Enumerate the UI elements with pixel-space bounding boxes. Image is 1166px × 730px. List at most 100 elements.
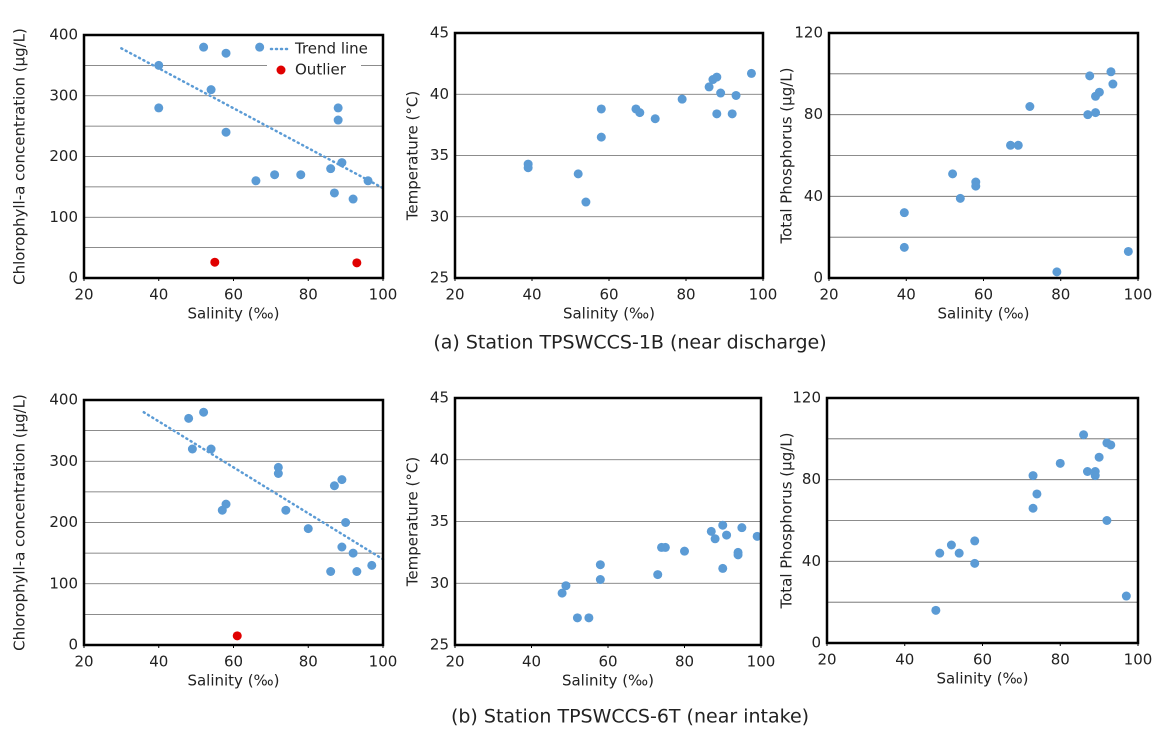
data-point bbox=[337, 475, 347, 485]
y-axis-label: Temperature (°C) bbox=[404, 457, 422, 587]
y-tick-label: 40 bbox=[430, 450, 449, 468]
data-point bbox=[1082, 467, 1092, 476]
data-point bbox=[1006, 140, 1016, 150]
y-axis-label: Chlorophyll-a concentration (µg/L) bbox=[11, 394, 29, 651]
data-point bbox=[731, 90, 741, 100]
data-point bbox=[326, 567, 336, 576]
data-point bbox=[1106, 67, 1116, 77]
data-point bbox=[557, 588, 567, 598]
data-point bbox=[595, 575, 605, 585]
x-tick-label: 80 bbox=[675, 653, 694, 671]
data-point bbox=[281, 505, 291, 515]
data-point bbox=[251, 176, 261, 186]
x-tick-label: 80 bbox=[676, 286, 695, 304]
caption: (a) Station TPSWCCS-1B (near discharge) bbox=[433, 332, 826, 354]
data-point bbox=[348, 194, 358, 204]
trend-line bbox=[142, 411, 385, 561]
plot-frame bbox=[827, 31, 1140, 280]
outlier-point bbox=[232, 631, 242, 641]
y-tick-label: 0 bbox=[68, 636, 78, 654]
data-point bbox=[746, 68, 756, 78]
data-point bbox=[303, 524, 313, 534]
x-axis-label: Salinity (‰) bbox=[187, 305, 279, 323]
caption: (b) Station TPSWCCS-6T (near intake) bbox=[451, 706, 809, 728]
x-axis-label: Salinity (‰) bbox=[187, 672, 279, 690]
legend-label: Trend line bbox=[294, 40, 368, 58]
x-tick-label: 100 bbox=[369, 653, 398, 671]
data-point bbox=[706, 526, 716, 536]
data-point bbox=[154, 103, 164, 113]
data-point bbox=[712, 72, 722, 82]
data-point bbox=[341, 518, 351, 527]
data-point bbox=[650, 114, 660, 124]
y-tick-label: 400 bbox=[49, 26, 78, 44]
data-point bbox=[270, 170, 280, 180]
data-point bbox=[348, 548, 358, 558]
x-tick-label: 60 bbox=[224, 286, 243, 304]
data-point bbox=[187, 444, 197, 454]
x-tick-label: 40 bbox=[522, 286, 541, 304]
y-tick-label: 25 bbox=[430, 636, 449, 654]
data-point bbox=[337, 158, 347, 168]
x-tick-label: 20 bbox=[819, 286, 838, 304]
data-point bbox=[710, 534, 720, 544]
data-point bbox=[337, 542, 347, 552]
data-point bbox=[935, 548, 945, 558]
data-point bbox=[704, 82, 714, 92]
data-point bbox=[581, 197, 591, 207]
plot-frame bbox=[82, 398, 385, 647]
x-tick-label: 100 bbox=[369, 286, 398, 304]
data-point bbox=[955, 193, 965, 203]
y-tick-label: 45 bbox=[430, 24, 449, 42]
y-tick-label: 40 bbox=[802, 552, 821, 570]
data-point bbox=[326, 164, 336, 174]
data-point bbox=[221, 127, 231, 137]
data-point bbox=[1028, 471, 1038, 481]
data-point bbox=[523, 163, 533, 173]
y-tick-label: 0 bbox=[813, 269, 823, 287]
data-point bbox=[1108, 79, 1118, 89]
y-tick-label: 300 bbox=[49, 86, 78, 104]
data-point bbox=[946, 540, 956, 550]
data-point bbox=[899, 208, 909, 218]
data-point bbox=[948, 169, 958, 179]
x-axis-label: Salinity (‰) bbox=[563, 305, 655, 323]
data-point bbox=[206, 85, 216, 95]
y-tick-label: 200 bbox=[49, 147, 78, 165]
x-tick-label: 40 bbox=[149, 286, 168, 304]
x-tick-label: 100 bbox=[749, 286, 778, 304]
y-tick-label: 0 bbox=[811, 634, 821, 652]
data-point bbox=[1025, 102, 1035, 111]
data-point bbox=[572, 613, 582, 623]
y-tick-label: 25 bbox=[430, 269, 449, 287]
data-point bbox=[333, 115, 343, 125]
data-point bbox=[971, 181, 981, 191]
x-tick-label: 20 bbox=[74, 653, 93, 671]
data-point bbox=[752, 531, 762, 541]
y-tick-label: 40 bbox=[804, 187, 823, 205]
x-tick-label: 100 bbox=[1124, 286, 1153, 304]
outlier-point bbox=[210, 257, 220, 267]
outlier-point bbox=[352, 258, 362, 268]
data-point bbox=[154, 60, 164, 70]
y-tick-label: 30 bbox=[430, 574, 449, 592]
x-tick-label: 100 bbox=[1124, 651, 1153, 669]
data-point bbox=[329, 481, 339, 491]
data-point bbox=[352, 567, 362, 576]
data-point bbox=[1085, 71, 1095, 81]
data-point bbox=[596, 104, 606, 114]
y-tick-label: 80 bbox=[804, 105, 823, 123]
y-tick-label: 120 bbox=[794, 24, 823, 42]
trend-line bbox=[120, 47, 385, 190]
data-point bbox=[1123, 246, 1133, 256]
x-axis-label: Salinity (‰) bbox=[936, 670, 1028, 688]
y-tick-label: 100 bbox=[49, 574, 78, 592]
x-tick-label: 20 bbox=[445, 653, 464, 671]
x-tick-label: 40 bbox=[897, 286, 916, 304]
data-point bbox=[716, 88, 726, 98]
data-point bbox=[184, 413, 194, 423]
data-point bbox=[1013, 140, 1023, 150]
x-tick-label: 80 bbox=[299, 653, 318, 671]
data-point bbox=[333, 103, 343, 113]
